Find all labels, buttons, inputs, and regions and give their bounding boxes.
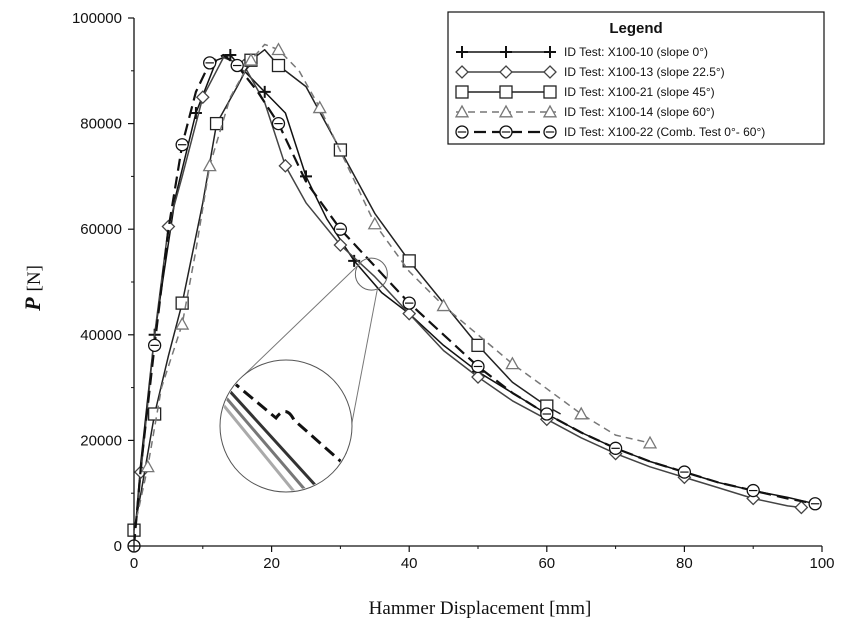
- legend-title: Legend: [609, 20, 662, 37]
- data-point-triangle: [312, 100, 327, 114]
- data-point-diamond: [455, 65, 469, 79]
- y-axis-unit: [N]: [24, 265, 45, 291]
- inset-line: [221, 395, 298, 491]
- data-point-square: [209, 116, 224, 131]
- x-tick-label: 20: [263, 555, 280, 572]
- data-point-diamond: [499, 65, 513, 79]
- data-point-square: [543, 85, 557, 99]
- y-tick-label: 0: [114, 538, 122, 555]
- legend-item: ID Test: X100-13 (slope 22.5°): [455, 65, 725, 79]
- data-point-diamond: [333, 238, 348, 252]
- data-point-plus: [456, 46, 468, 58]
- series-circle: [127, 53, 822, 553]
- x-tick-label: 80: [676, 555, 693, 572]
- inset-line: [221, 374, 318, 488]
- data-point-triangle: [436, 298, 451, 312]
- zoom-inset-circle: [219, 359, 353, 493]
- data-point-triangle: [271, 42, 286, 56]
- legend-item: ID Test: X100-14 (slope 60°): [454, 104, 715, 119]
- y-tick-label: 80000: [80, 116, 122, 133]
- axes: 0 20 40 60 80 100 0 20000 40000 60000 80000 100000: [72, 10, 835, 572]
- y-tick-label: 40000: [80, 327, 122, 344]
- data-point-triangle: [642, 435, 658, 449]
- y-tick-label: 20000: [80, 432, 122, 449]
- x-tick-label: 100: [809, 555, 834, 572]
- x-tick-label: 60: [538, 555, 555, 572]
- x-tick-label: 0: [130, 555, 138, 572]
- legend-item: ID Test: X100-21 (slope 45°): [455, 85, 715, 99]
- legend-label: ID Test: X100-14 (slope 60°): [564, 105, 715, 119]
- y-tick-label: 60000: [80, 221, 122, 238]
- data-point-square: [147, 407, 162, 421]
- series-line: [133, 48, 561, 531]
- zoom-inset-lines: [221, 366, 347, 491]
- inset-line: [221, 385, 308, 491]
- data-point-triangle: [454, 104, 470, 118]
- series-line: [133, 56, 802, 547]
- legend-label: ID Test: X100-13 (slope 22.5°): [564, 65, 725, 79]
- legend-item: ID Test: X100-10 (slope 0°): [456, 45, 708, 59]
- series-line: [132, 53, 816, 547]
- data-point-plus: [189, 107, 202, 120]
- y-tick-label: 100000: [72, 10, 122, 27]
- svg-text:P[N]: P [N]: [20, 265, 45, 312]
- data-point-square: [402, 254, 416, 268]
- data-point-diamond: [278, 158, 293, 173]
- series-layer: [127, 42, 822, 553]
- data-point-diamond: [794, 500, 809, 515]
- series-square: [127, 48, 561, 537]
- zoom-inset: [219, 257, 388, 493]
- data-point-triangle: [243, 52, 259, 66]
- data-point-plus: [258, 85, 271, 98]
- y-axis-title: P [N]: [20, 265, 45, 312]
- data-point-plus: [544, 46, 556, 58]
- data-point-square: [271, 58, 286, 73]
- data-point-plus: [500, 46, 512, 58]
- data-point-triangle: [542, 104, 558, 118]
- data-point-triangle: [505, 356, 520, 370]
- data-point-square: [471, 338, 485, 353]
- data-point-triangle: [498, 104, 514, 118]
- data-point-square: [455, 85, 469, 99]
- data-point-triangle: [574, 406, 589, 420]
- data-point-triangle: [175, 316, 190, 330]
- data-point-diamond: [195, 90, 210, 105]
- legend-label: ID Test: X100-21 (slope 45°): [564, 85, 715, 99]
- series-triangle: [133, 42, 658, 531]
- x-axis-title: Hammer Displacement [mm]: [369, 598, 592, 619]
- inset-line: [221, 366, 347, 468]
- y-axis-symbol: P: [20, 297, 45, 312]
- legend: Legend ID Test: X100-10 (slope 0°) ID Tes…: [447, 11, 825, 145]
- data-point-triangle: [367, 216, 382, 230]
- data-point-diamond: [543, 65, 557, 79]
- zoom-connector: [240, 261, 362, 379]
- series-line: [133, 43, 651, 531]
- zoom-source-circle: [354, 257, 388, 291]
- data-point-triangle: [140, 459, 155, 473]
- data-point-diamond: [471, 370, 485, 384]
- legend-label: ID Test: X100-22 (Comb. Test 0°- 60°): [564, 125, 765, 139]
- legend-item: ID Test: X100-22 (Comb. Test 0°- 60°): [455, 125, 765, 139]
- data-point-square: [499, 85, 513, 99]
- legend-box: [447, 11, 825, 145]
- data-point-triangle: [202, 158, 217, 172]
- legend-label: ID Test: X100-10 (slope 0°): [564, 45, 708, 59]
- data-point-diamond: [402, 306, 417, 321]
- x-tick-label: 40: [401, 555, 418, 572]
